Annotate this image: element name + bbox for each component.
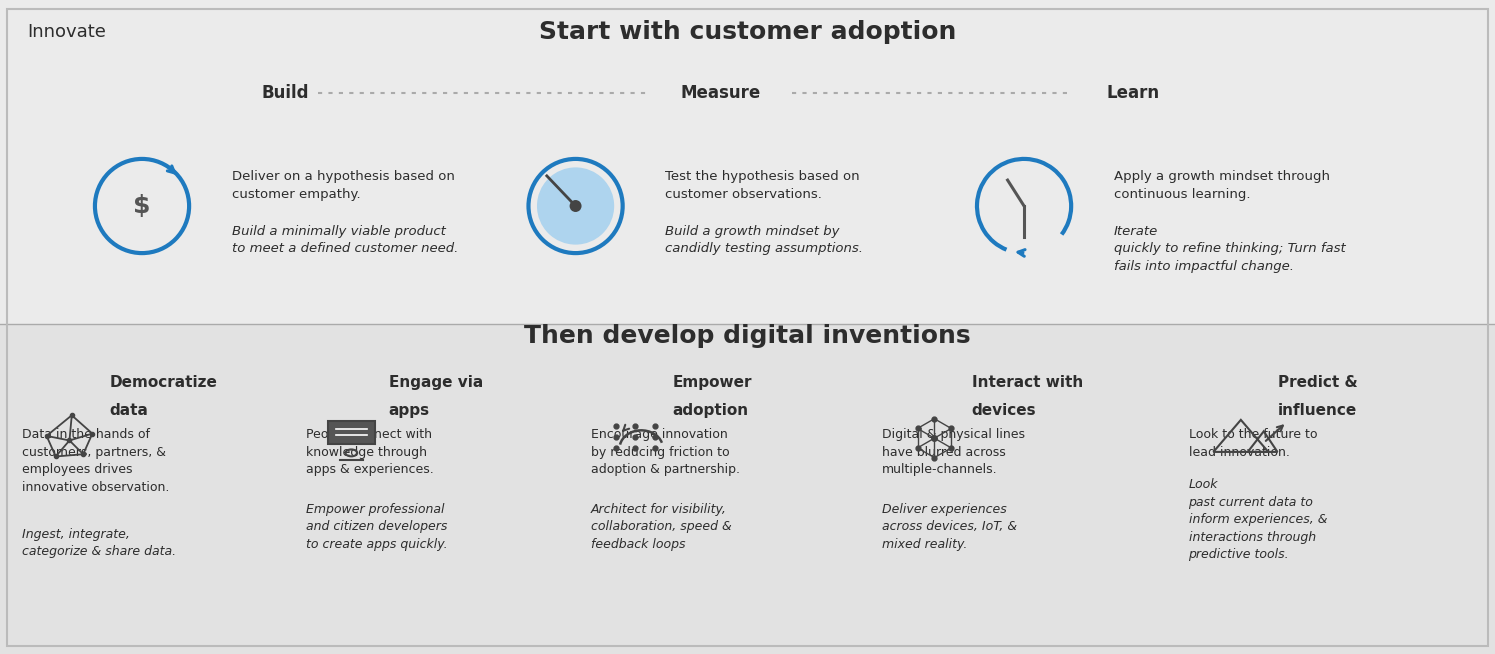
Text: $: $ [133, 194, 151, 218]
Text: Democratize: Democratize [109, 375, 217, 390]
Text: Empower professional
and citizen developers
to create apps quickly.: Empower professional and citizen develop… [306, 503, 448, 551]
Text: data: data [109, 404, 148, 418]
Text: People connect with
knowledge through
apps & experiences.: People connect with knowledge through ap… [306, 428, 434, 476]
Text: influence: influence [1278, 404, 1357, 418]
Text: Deliver experiences
across devices, IoT, &
mixed reality.: Deliver experiences across devices, IoT,… [882, 503, 1017, 551]
Text: Measure: Measure [680, 84, 761, 102]
Ellipse shape [570, 200, 582, 212]
Text: Build: Build [262, 84, 309, 102]
FancyBboxPatch shape [327, 421, 375, 444]
Text: Build a minimally viable product
to meet a defined customer need.: Build a minimally viable product to meet… [232, 225, 457, 256]
Text: Predict &: Predict & [1278, 375, 1357, 390]
Text: Deliver on a hypothesis based on
customer empathy.: Deliver on a hypothesis based on custome… [232, 170, 454, 201]
Text: Ingest, integrate,
categorize & share data.: Ingest, integrate, categorize & share da… [22, 528, 176, 559]
Text: Digital & physical lines
have blurred across
multiple-channels.: Digital & physical lines have blurred ac… [882, 428, 1026, 476]
Text: Start with customer adoption: Start with customer adoption [538, 20, 957, 44]
Text: Look
past current data to
inform experiences, &
interactions through
predictive : Look past current data to inform experie… [1189, 478, 1328, 561]
Text: Empower: Empower [673, 375, 752, 390]
Text: Then develop digital inventions: Then develop digital inventions [525, 324, 970, 348]
Text: devices: devices [972, 404, 1036, 418]
Text: Engage via: Engage via [389, 375, 483, 390]
Text: Innovate: Innovate [27, 23, 106, 41]
Text: Interact with: Interact with [972, 375, 1082, 390]
Text: Learn: Learn [1106, 84, 1160, 102]
Text: Iterate
quickly to refine thinking; Turn fast
fails into impactful change.: Iterate quickly to refine thinking; Turn… [1114, 225, 1346, 273]
Text: Encourage innovation
by reducing friction to
adoption & partnership.: Encourage innovation by reducing frictio… [591, 428, 740, 476]
Text: Architect for visibility,
collaboration, speed &
feedback loops: Architect for visibility, collaboration,… [591, 503, 731, 551]
Bar [0, 324, 1495, 654]
Text: Look to the future to
lead innovation.: Look to the future to lead innovation. [1189, 428, 1317, 459]
Bar [0, 0, 1495, 324]
Text: Build a growth mindset by
candidly testing assumptions.: Build a growth mindset by candidly testi… [665, 225, 863, 256]
Text: Test the hypothesis based on
customer observations.: Test the hypothesis based on customer ob… [665, 170, 860, 201]
Text: apps: apps [389, 404, 431, 418]
Text: adoption: adoption [673, 404, 749, 418]
Text: Data in the hands of
customers, partners, &
employees drives
innovative observat: Data in the hands of customers, partners… [22, 428, 170, 494]
Text: Apply a growth mindset through
continuous learning.: Apply a growth mindset through continuou… [1114, 170, 1329, 201]
Ellipse shape [537, 167, 614, 245]
